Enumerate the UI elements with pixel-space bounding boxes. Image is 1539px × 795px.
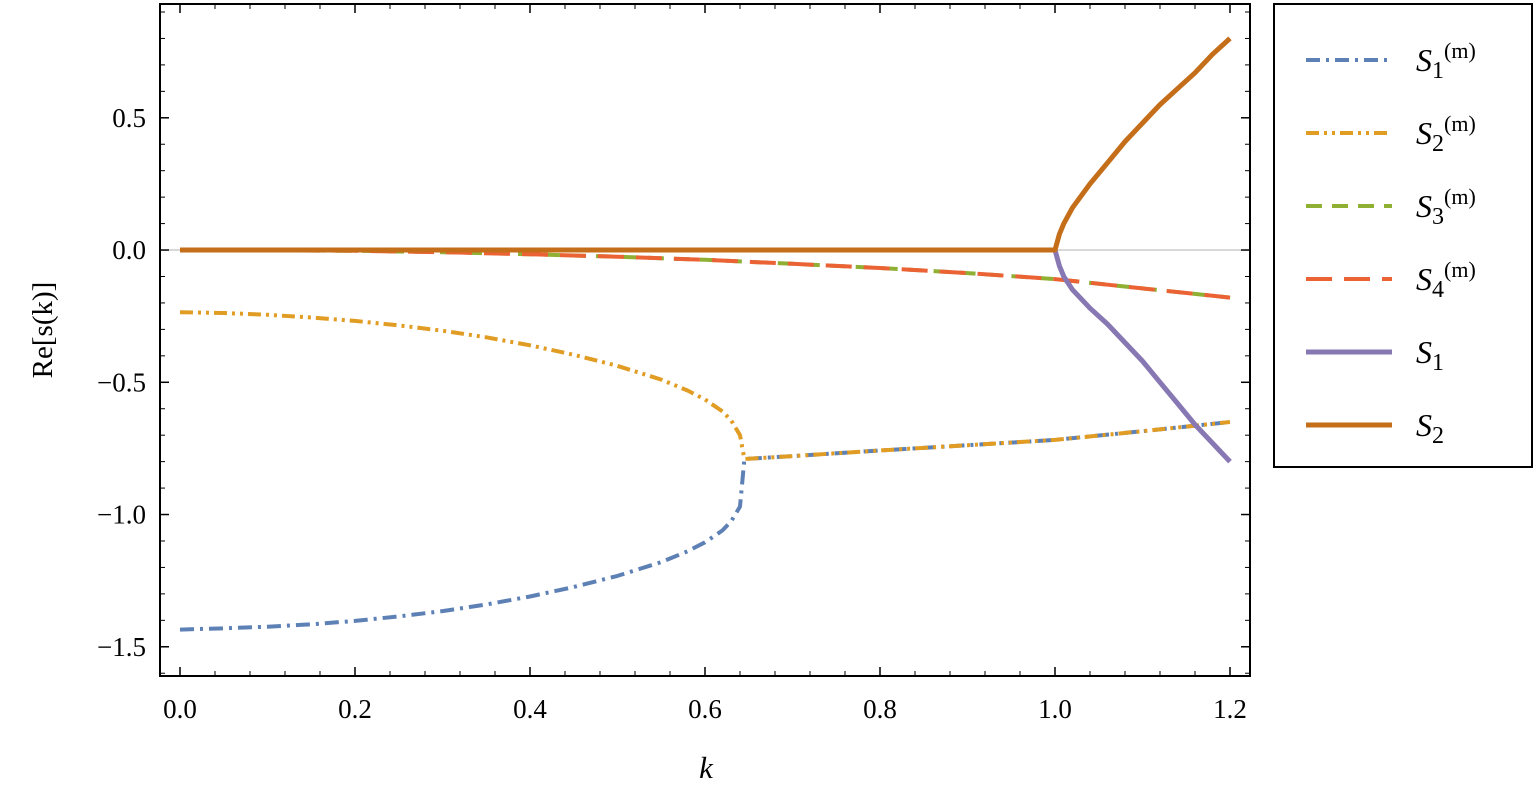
legend-label-6: S2 — [1416, 407, 1444, 449]
series-layer — [179, 36, 1232, 632]
legend-label-1: S1(m) — [1416, 38, 1476, 84]
legend-label-2: S2(m) — [1416, 111, 1476, 157]
y-tick-label-2: −0.5 — [97, 367, 146, 397]
ticks: 0.0 0.2 0.4 0.6 0.8 1.0 1.2 0.5 0.0 −0.5 −1.0 −1.5 — [97, 4, 1250, 724]
x-tick-label-4: 0.8 — [863, 694, 897, 724]
y-tick-label-1: 0.0 — [112, 235, 146, 265]
legend-item-4: S4(m) — [1306, 257, 1476, 303]
series-line-6 — [180, 36, 1232, 253]
legend-label-5: S1 — [1416, 334, 1444, 376]
legend-item-3: S3(m) — [1306, 184, 1476, 230]
legend-item-1: S1(m) — [1306, 38, 1476, 84]
y-tick-label-4: −1.5 — [97, 632, 146, 662]
legend: S1(m) S2(m) S3(m) S4(m) S1 S2 — [1273, 3, 1533, 468]
x-tick-label-2: 0.4 — [513, 694, 547, 724]
series-line-3 — [179, 248, 1231, 300]
y-axis-title: Re[s(k)] — [27, 282, 59, 379]
legend-label-3: S3(m) — [1416, 184, 1476, 230]
y-tick-label-3: −1.0 — [97, 500, 146, 530]
x-axis-title: k — [699, 750, 714, 785]
series-line-2 — [179, 310, 1231, 461]
x-tick-label-1: 0.2 — [338, 694, 372, 724]
legend-item-2: S2(m) — [1306, 111, 1476, 157]
series-line-1 — [179, 420, 1231, 632]
x-tick-label-0: 0.0 — [163, 694, 197, 724]
legend-item-6: S2 — [1306, 407, 1444, 449]
plot-frame — [159, 3, 1251, 677]
x-tick-label-3: 0.6 — [688, 694, 722, 724]
y-tick-label-0: 0.5 — [112, 103, 146, 133]
legend-label-4: S4(m) — [1416, 257, 1476, 303]
legend-item-5: S1 — [1306, 334, 1444, 376]
x-tick-label-6: 1.2 — [1213, 694, 1247, 724]
x-tick-label-5: 1.0 — [1038, 694, 1072, 724]
legend-frame — [1273, 3, 1533, 468]
